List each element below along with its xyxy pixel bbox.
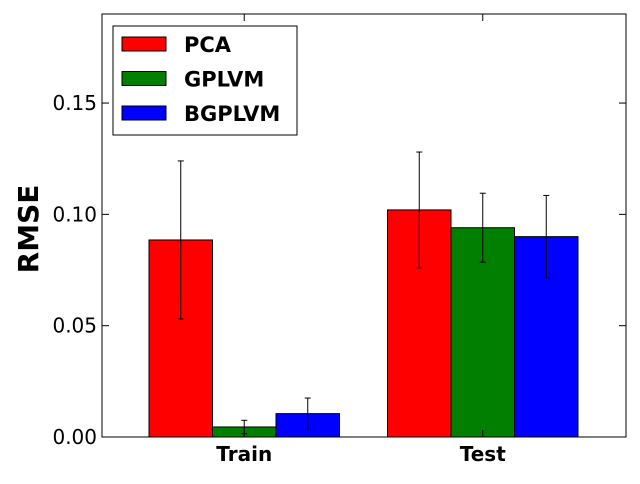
legend-swatch (121, 105, 167, 121)
y-tick-label: 0.00 (52, 425, 97, 449)
legend-label: PCA (184, 33, 232, 57)
legend-label: BGPLVM (184, 102, 280, 126)
y-axis: 0.00 0.05 0.10 0.15 (52, 91, 626, 449)
legend-swatch (121, 71, 167, 86)
plot-frame (101, 13, 627, 438)
legend-label: GPLVM (184, 68, 264, 92)
x-tick-label: Test (460, 442, 506, 466)
y-axis-label: RMSE (12, 185, 45, 274)
x-axis: Train Test (216, 14, 506, 466)
legend-swatch (121, 36, 167, 52)
x-tick-label: Train (216, 442, 272, 466)
y-tick-label: 0.15 (52, 91, 97, 115)
y-tick-label: 0.05 (52, 314, 97, 338)
y-tick-label: 0.10 (52, 202, 97, 226)
legend: PCA GPLVM BGPLVM (112, 25, 298, 136)
